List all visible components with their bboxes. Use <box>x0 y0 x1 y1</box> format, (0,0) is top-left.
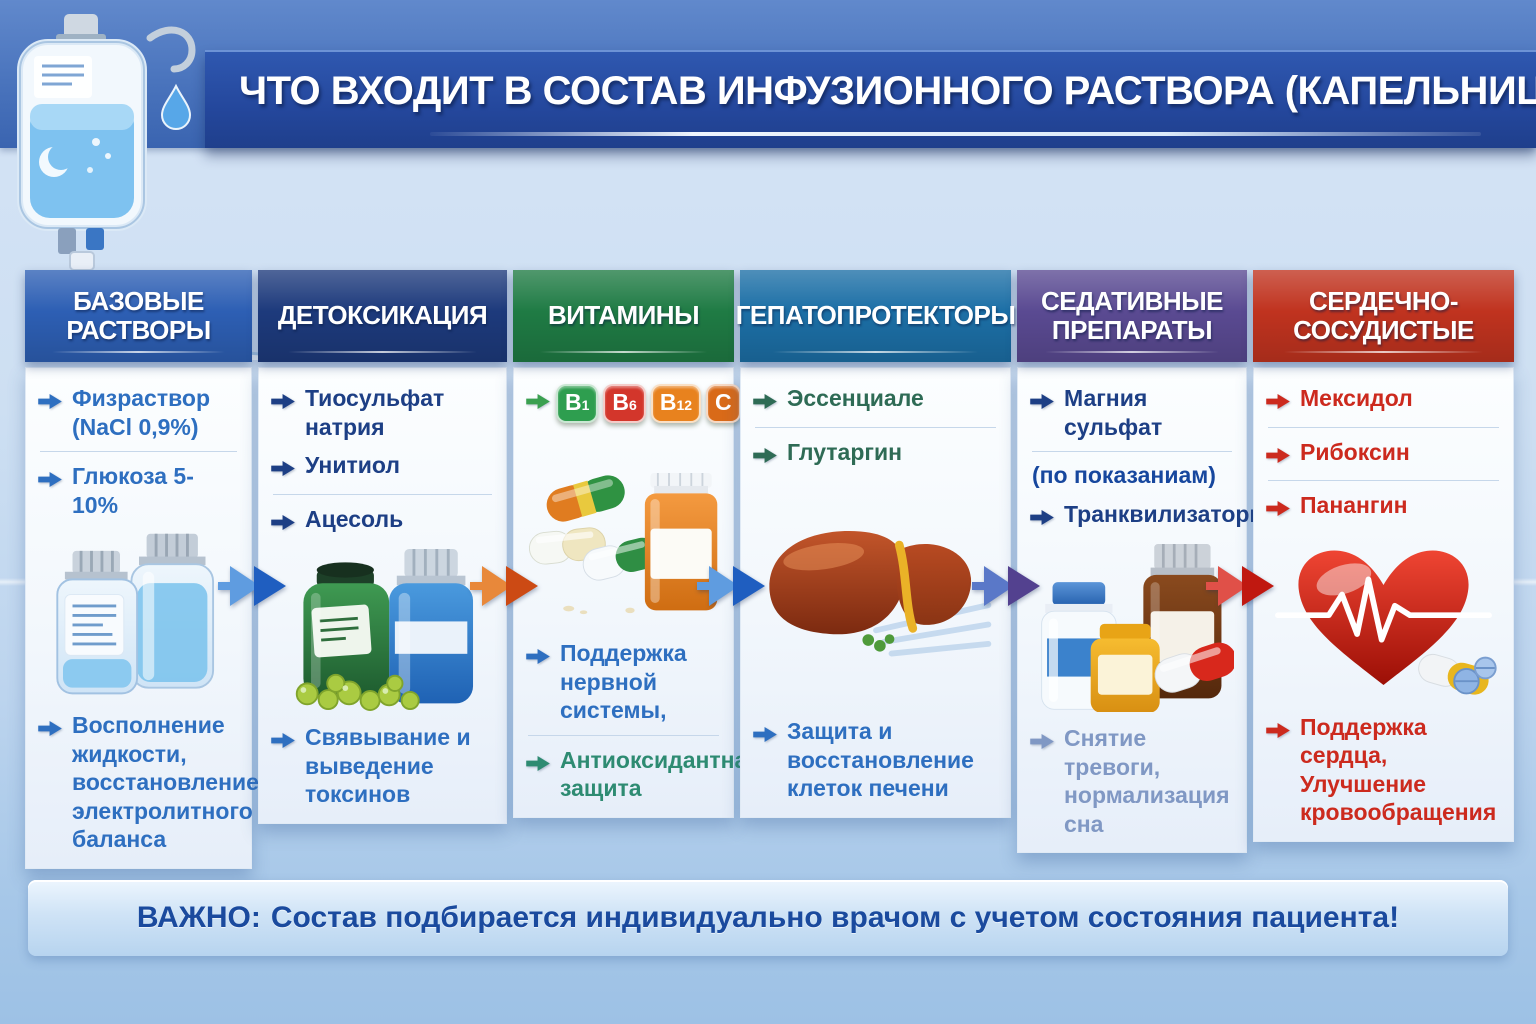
column-header: ДЕТОКСИКАЦИЯ <box>258 270 507 362</box>
list-item: Рибоксин <box>1266 438 1501 471</box>
column-card: Эссенциале Глутаргин <box>740 367 1011 818</box>
arrow-bullet-icon <box>38 462 63 519</box>
list-item: Мексидол <box>1266 384 1501 417</box>
divider <box>273 493 492 495</box>
liver-illustration <box>753 482 998 705</box>
detox-bottles-illustration <box>271 549 494 712</box>
benefit-item: Поддержка сердца, Улучшение кровообращен… <box>1266 713 1501 827</box>
list-item: Глутаргин <box>753 438 998 471</box>
drop-icon <box>160 83 192 130</box>
arrow-bullet-icon <box>271 384 296 441</box>
arrow-bullet-icon <box>1266 384 1291 417</box>
flow-arrow-icon <box>697 566 765 606</box>
divider <box>528 734 719 736</box>
arrow-bullet-icon <box>526 393 551 415</box>
column-sedatives: СЕДАТИВНЫЕ ПРЕПАРАТЫ Магния сульфат (по … <box>1017 270 1269 854</box>
column-card: Тиосульфат натрия Унитиол Ацесоль <box>258 367 507 824</box>
vitamin-pills-illustration <box>526 435 721 627</box>
flow-arrow-icon <box>218 566 286 606</box>
column-card: Магния сульфат (по показаниам) Транквили… <box>1017 367 1269 854</box>
arrow-bullet-icon <box>1030 724 1055 838</box>
iv-hook-icon <box>146 26 196 73</box>
arrow-bullet-icon <box>753 438 778 471</box>
flow-arrow-icon <box>1206 566 1274 606</box>
heart-and-pills-illustration <box>1266 536 1501 701</box>
arrow-bullet-icon <box>1266 438 1291 471</box>
page-title: ЧТО ВХОДИТ В СОСТАВ ИНФУЗИОННОГО РАСТВОР… <box>239 68 1536 113</box>
benefit-item: Антиоксидантная защита <box>526 746 761 803</box>
arrow-bullet-icon <box>526 746 551 803</box>
benefit-item: Снятие тревоги, нормализация сна <box>1030 724 1234 838</box>
arrow-bullet-icon <box>38 384 63 441</box>
important-text: Состав подбирается индивидуально врачом … <box>270 901 1400 934</box>
columns-row: БАЗОВЫЕ РАСТВОРЫ Физраствор (NaCl 0,9%) … <box>25 270 1514 869</box>
title-bar: ЧТО ВХОДИТ В СОСТАВ ИНФУЗИОННОГО РАСТВОР… <box>205 50 1536 148</box>
column-header: ГЕПАТОПРОТЕКТОРЫ <box>736 270 1016 362</box>
column-card: Физраствор (NaCl 0,9%) Глюкоза 5-10% <box>25 367 259 869</box>
arrow-bullet-icon <box>271 723 296 809</box>
column-header: ВИТАМИНЫ <box>513 270 734 362</box>
important-label: ВАЖНО: <box>136 901 261 934</box>
column-card: Мексидол Рибоксин Панангин <box>1253 367 1514 842</box>
arrow-bullet-icon <box>1266 491 1291 524</box>
list-item: Магния сульфат <box>1030 384 1234 441</box>
saline-vials-illustration <box>38 531 239 699</box>
column-header: БАЗОВЫЕ РАСТВОРЫ <box>25 270 252 362</box>
column-basic-solutions: БАЗОВЫЕ РАСТВОРЫ Физраствор (NaCl 0,9%) … <box>25 270 259 869</box>
arrow-bullet-icon <box>1030 500 1055 533</box>
column-header: СЕРДЕЧНО-СОСУДИСТЫЕ <box>1253 270 1514 362</box>
flow-arrow-icon <box>470 566 538 606</box>
arrow-bullet-icon <box>1266 713 1291 827</box>
divider <box>755 426 996 428</box>
divider <box>1268 426 1499 428</box>
column-hepatoprotectors: ГЕПАТОПРОТЕКТОРЫ Эссенциале Глутаргин <box>736 270 1016 818</box>
arrow-bullet-icon <box>753 717 778 803</box>
list-item: Панангин <box>1266 491 1501 524</box>
divider <box>40 451 237 453</box>
divider <box>1268 480 1499 482</box>
sedative-bottles-illustration <box>1030 544 1234 713</box>
arrow-bullet-icon <box>271 505 296 538</box>
benefit-item: Поддержка нервной системы, <box>526 639 721 725</box>
benefit-item: Свявывание и выведение токсинов <box>271 723 494 809</box>
important-note-bar: ВАЖНО: Состав подбирается индивидуально … <box>28 880 1508 956</box>
column-cardiovascular: СЕРДЕЧНО-СОСУДИСТЫЕ Мексидол Рибоксин Па… <box>1253 270 1514 842</box>
list-item: Ацесоль <box>271 505 494 538</box>
iv-bag <box>17 14 147 292</box>
list-item: Глюкоза 5-10% <box>38 462 239 519</box>
arrow-bullet-icon <box>38 711 63 854</box>
vitamin-c-badge: C <box>706 384 741 423</box>
benefit-item: Защита и восстановление клеток печени <box>753 717 998 803</box>
title-shine-line <box>430 132 1481 136</box>
flow-arrow-icon <box>972 566 1040 606</box>
column-detox: ДЕТОКСИКАЦИЯ Тиосульфат натрия Унитиол А… <box>258 270 507 824</box>
list-item: Физраствор (NaCl 0,9%) <box>38 384 239 441</box>
arrow-bullet-icon <box>526 639 551 725</box>
arrow-bullet-icon <box>753 384 778 417</box>
vitamin-b12-badge: B 12 <box>650 384 702 423</box>
note-text: (по показаниам) <box>1032 462 1216 489</box>
list-item: Унитиол <box>271 451 494 484</box>
column-header: СЕДАТИВНЫЕ ПРЕПАРАТЫ <box>1017 270 1247 362</box>
list-item: Тиосульфат натрия <box>271 384 494 441</box>
benefit-item: Восполнение жидкости, восстановление эле… <box>38 711 259 854</box>
list-item: Эссенциале <box>753 384 998 417</box>
arrow-bullet-icon <box>1030 384 1055 441</box>
divider <box>1032 451 1232 453</box>
list-item: Транквилизаторы <box>1030 500 1269 533</box>
arrow-bullet-icon <box>271 451 296 484</box>
